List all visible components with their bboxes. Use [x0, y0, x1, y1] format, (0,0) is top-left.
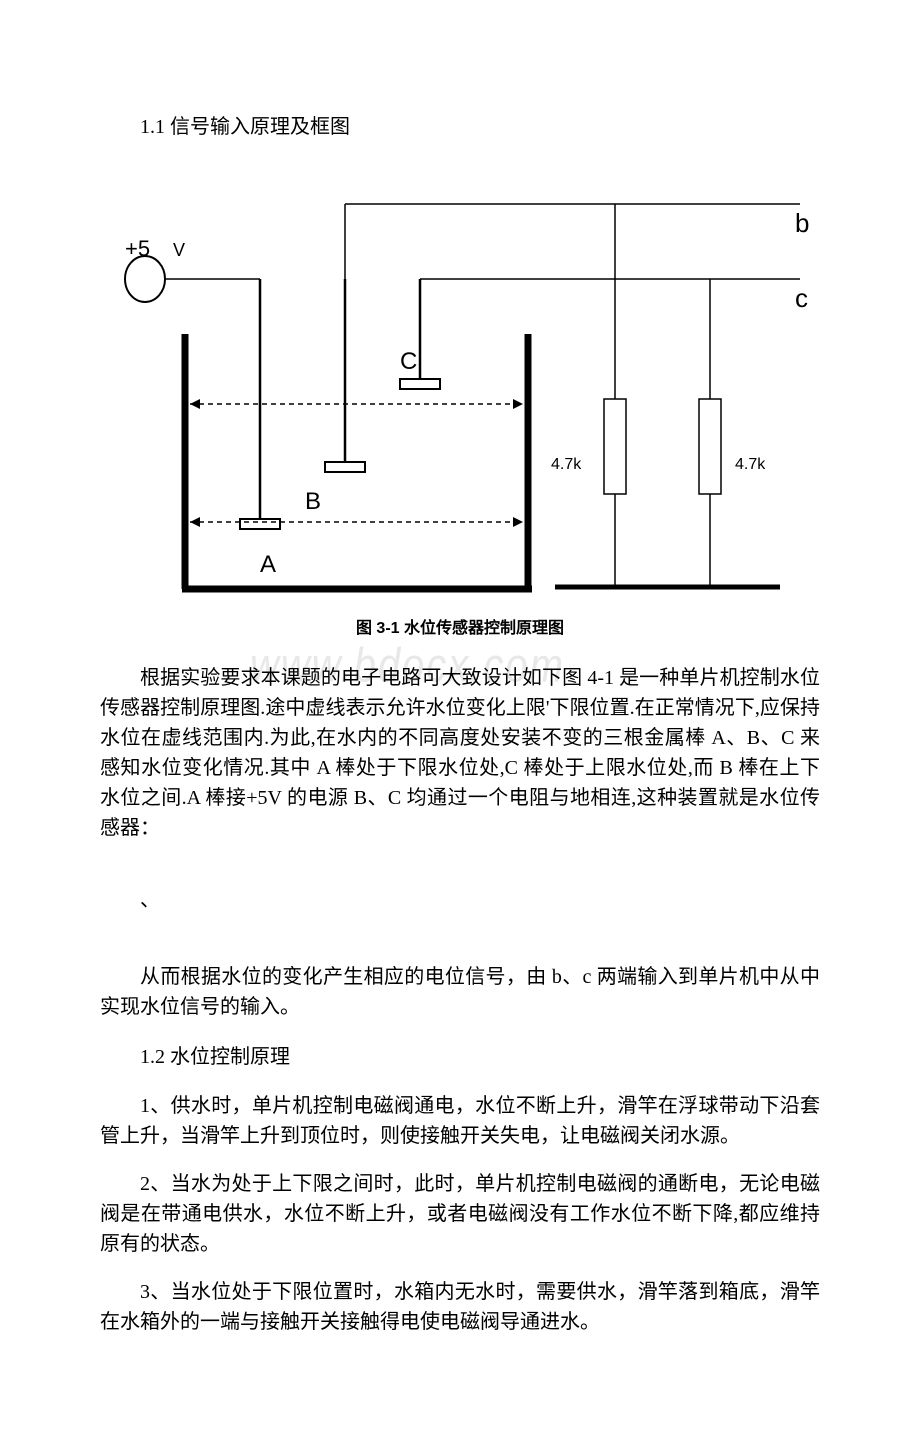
upper-arrow-right [513, 399, 523, 409]
rod-b-tip [325, 462, 365, 472]
circuit-diagram: www.bdocx.com +5 V A B C [100, 174, 820, 594]
section-2-item-1: 1、供水时，单片机控制电磁阀通电，水位不断上升，滑竿在浮球带动下沿套管上升，当滑… [100, 1091, 820, 1151]
figure-caption: 图 3-1 水位传感器控制原理图 [100, 614, 820, 638]
paragraph-1: 根据实验要求本课题的电子电路可大致设计如下图 4-1 是一种单片机控制水位传感器… [100, 663, 820, 843]
label-c-inside: C [400, 348, 417, 375]
resistor-2 [699, 399, 721, 494]
lower-arrow-right [513, 517, 523, 527]
section-1-title: 1.1 信号输入原理及框图 [100, 110, 820, 139]
paragraph-2: 从而根据水位的变化产生相应的电位信号，由 b、c 两端输入到单片机中从中实现水位… [100, 962, 820, 1022]
voltage-ring [125, 256, 165, 302]
diagram-svg: +5 V A B C b c [100, 174, 820, 594]
resistor-2-value: 4.7k [735, 456, 766, 473]
resistor-1 [604, 399, 626, 494]
rod-c-tip [400, 379, 440, 389]
lower-arrow-left [190, 517, 200, 527]
label-a: A [260, 551, 276, 578]
label-b-inside: B [305, 488, 321, 515]
upper-arrow-left [190, 399, 200, 409]
section-2-item-3: 3、当水位处于下限位置时，水箱内无水时，需要供水，滑竿落到箱底，滑竿在水箱外的一… [100, 1277, 820, 1337]
rod-a-tip [240, 519, 280, 529]
backtick-mark: 、 [100, 883, 820, 912]
section-2-title: 1.2 水位控制原理 [100, 1040, 820, 1069]
section-2-item-2: 2、当水为处于上下限之间时，此时，单片机控制电磁阀的通断电，无论电磁阀是在带通电… [100, 1169, 820, 1259]
terminal-c: c [795, 283, 808, 313]
svg-text:V: V [173, 240, 185, 260]
resistor-1-value: 4.7k [551, 456, 582, 473]
terminal-b: b [795, 208, 809, 238]
